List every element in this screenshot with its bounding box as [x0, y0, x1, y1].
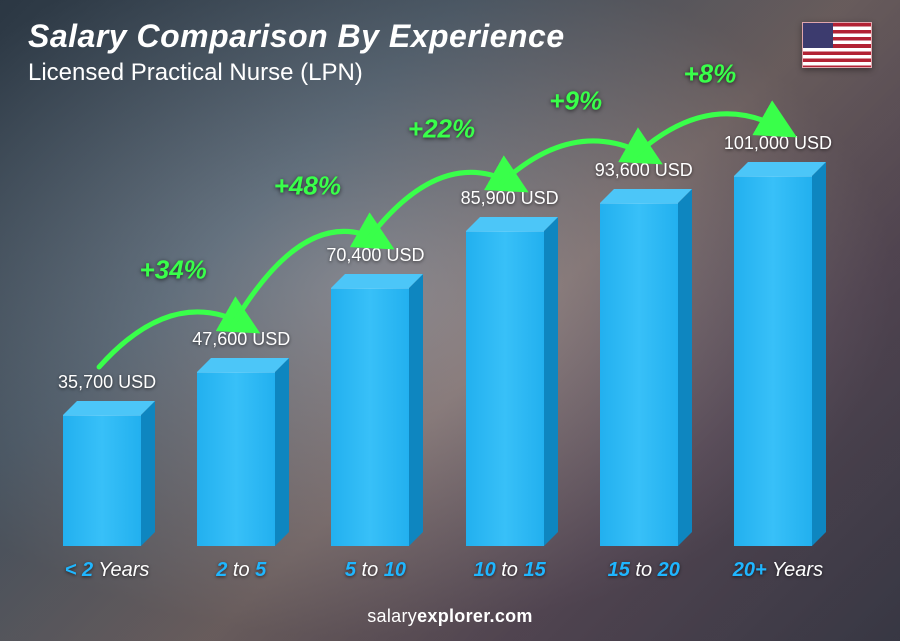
site-attribution: salaryexplorer.com	[367, 606, 532, 627]
chart-title: Salary Comparison By Experience	[28, 18, 565, 55]
bar-value-label: 70,400 USD	[326, 245, 424, 266]
bar-side	[544, 217, 558, 546]
us-flag-icon	[802, 22, 872, 68]
bar-value-label: 85,900 USD	[461, 188, 559, 209]
bar-front	[600, 203, 678, 546]
bar-side	[678, 189, 692, 546]
bar-slot: 101,000 USD20+ Years	[711, 90, 845, 546]
title-block: Salary Comparison By Experience Licensed…	[28, 18, 565, 87]
bar-category-label: < 2 Years	[65, 559, 150, 582]
bar-value-label: 35,700 USD	[58, 372, 156, 393]
bar-top	[197, 358, 289, 372]
pct-increase-label: +9%	[549, 86, 602, 117]
pct-increase-label: +22%	[408, 114, 475, 145]
bar-slot: 70,400 USD5 to 10	[308, 90, 442, 546]
bar-top	[734, 162, 826, 176]
bar-top	[331, 274, 423, 288]
pct-increase-label: +34%	[140, 255, 207, 286]
chart-subtitle: Licensed Practical Nurse (LPN)	[28, 59, 565, 87]
bar-top	[63, 401, 155, 415]
site-suffix: explorer.com	[417, 606, 533, 626]
bar-slot: 47,600 USD2 to 5	[174, 90, 308, 546]
bar	[331, 288, 419, 546]
bar-front	[63, 415, 141, 546]
bar-side	[141, 401, 155, 546]
bar-side	[409, 274, 423, 546]
bar-slot: 93,600 USD15 to 20	[577, 90, 711, 546]
bar	[197, 372, 285, 546]
bar-value-label: 47,600 USD	[192, 329, 290, 350]
bar-side	[275, 358, 289, 546]
bar-side	[812, 162, 826, 546]
bar-slot: 35,700 USD< 2 Years	[40, 90, 174, 546]
bar-value-label: 93,600 USD	[595, 160, 693, 181]
bar-front	[197, 372, 275, 546]
bar-front	[331, 288, 409, 546]
chart-area: 35,700 USD< 2 Years47,600 USD2 to 570,40…	[40, 90, 845, 546]
bar-slot: 85,900 USD10 to 15	[443, 90, 577, 546]
pct-increase-label: +8%	[683, 59, 736, 90]
bar-category-label: 15 to 20	[608, 559, 680, 582]
pct-increase-label: +48%	[274, 171, 341, 202]
bar-top	[466, 217, 558, 231]
site-prefix: salary	[367, 606, 417, 626]
bar	[63, 415, 151, 546]
bar-top	[600, 189, 692, 203]
infographic-stage: Salary Comparison By Experience Licensed…	[0, 0, 900, 641]
bar-category-label: 10 to 15	[473, 559, 545, 582]
bar	[734, 176, 822, 546]
bar	[466, 231, 554, 546]
bar-category-label: 5 to 10	[345, 559, 406, 582]
bar	[600, 203, 688, 546]
bar-value-label: 101,000 USD	[724, 133, 832, 154]
bar-front	[466, 231, 544, 546]
bar-front	[734, 176, 812, 546]
bar-category-label: 2 to 5	[216, 559, 266, 582]
bar-category-label: 20+ Years	[733, 559, 823, 582]
bars-row: 35,700 USD< 2 Years47,600 USD2 to 570,40…	[40, 90, 845, 546]
